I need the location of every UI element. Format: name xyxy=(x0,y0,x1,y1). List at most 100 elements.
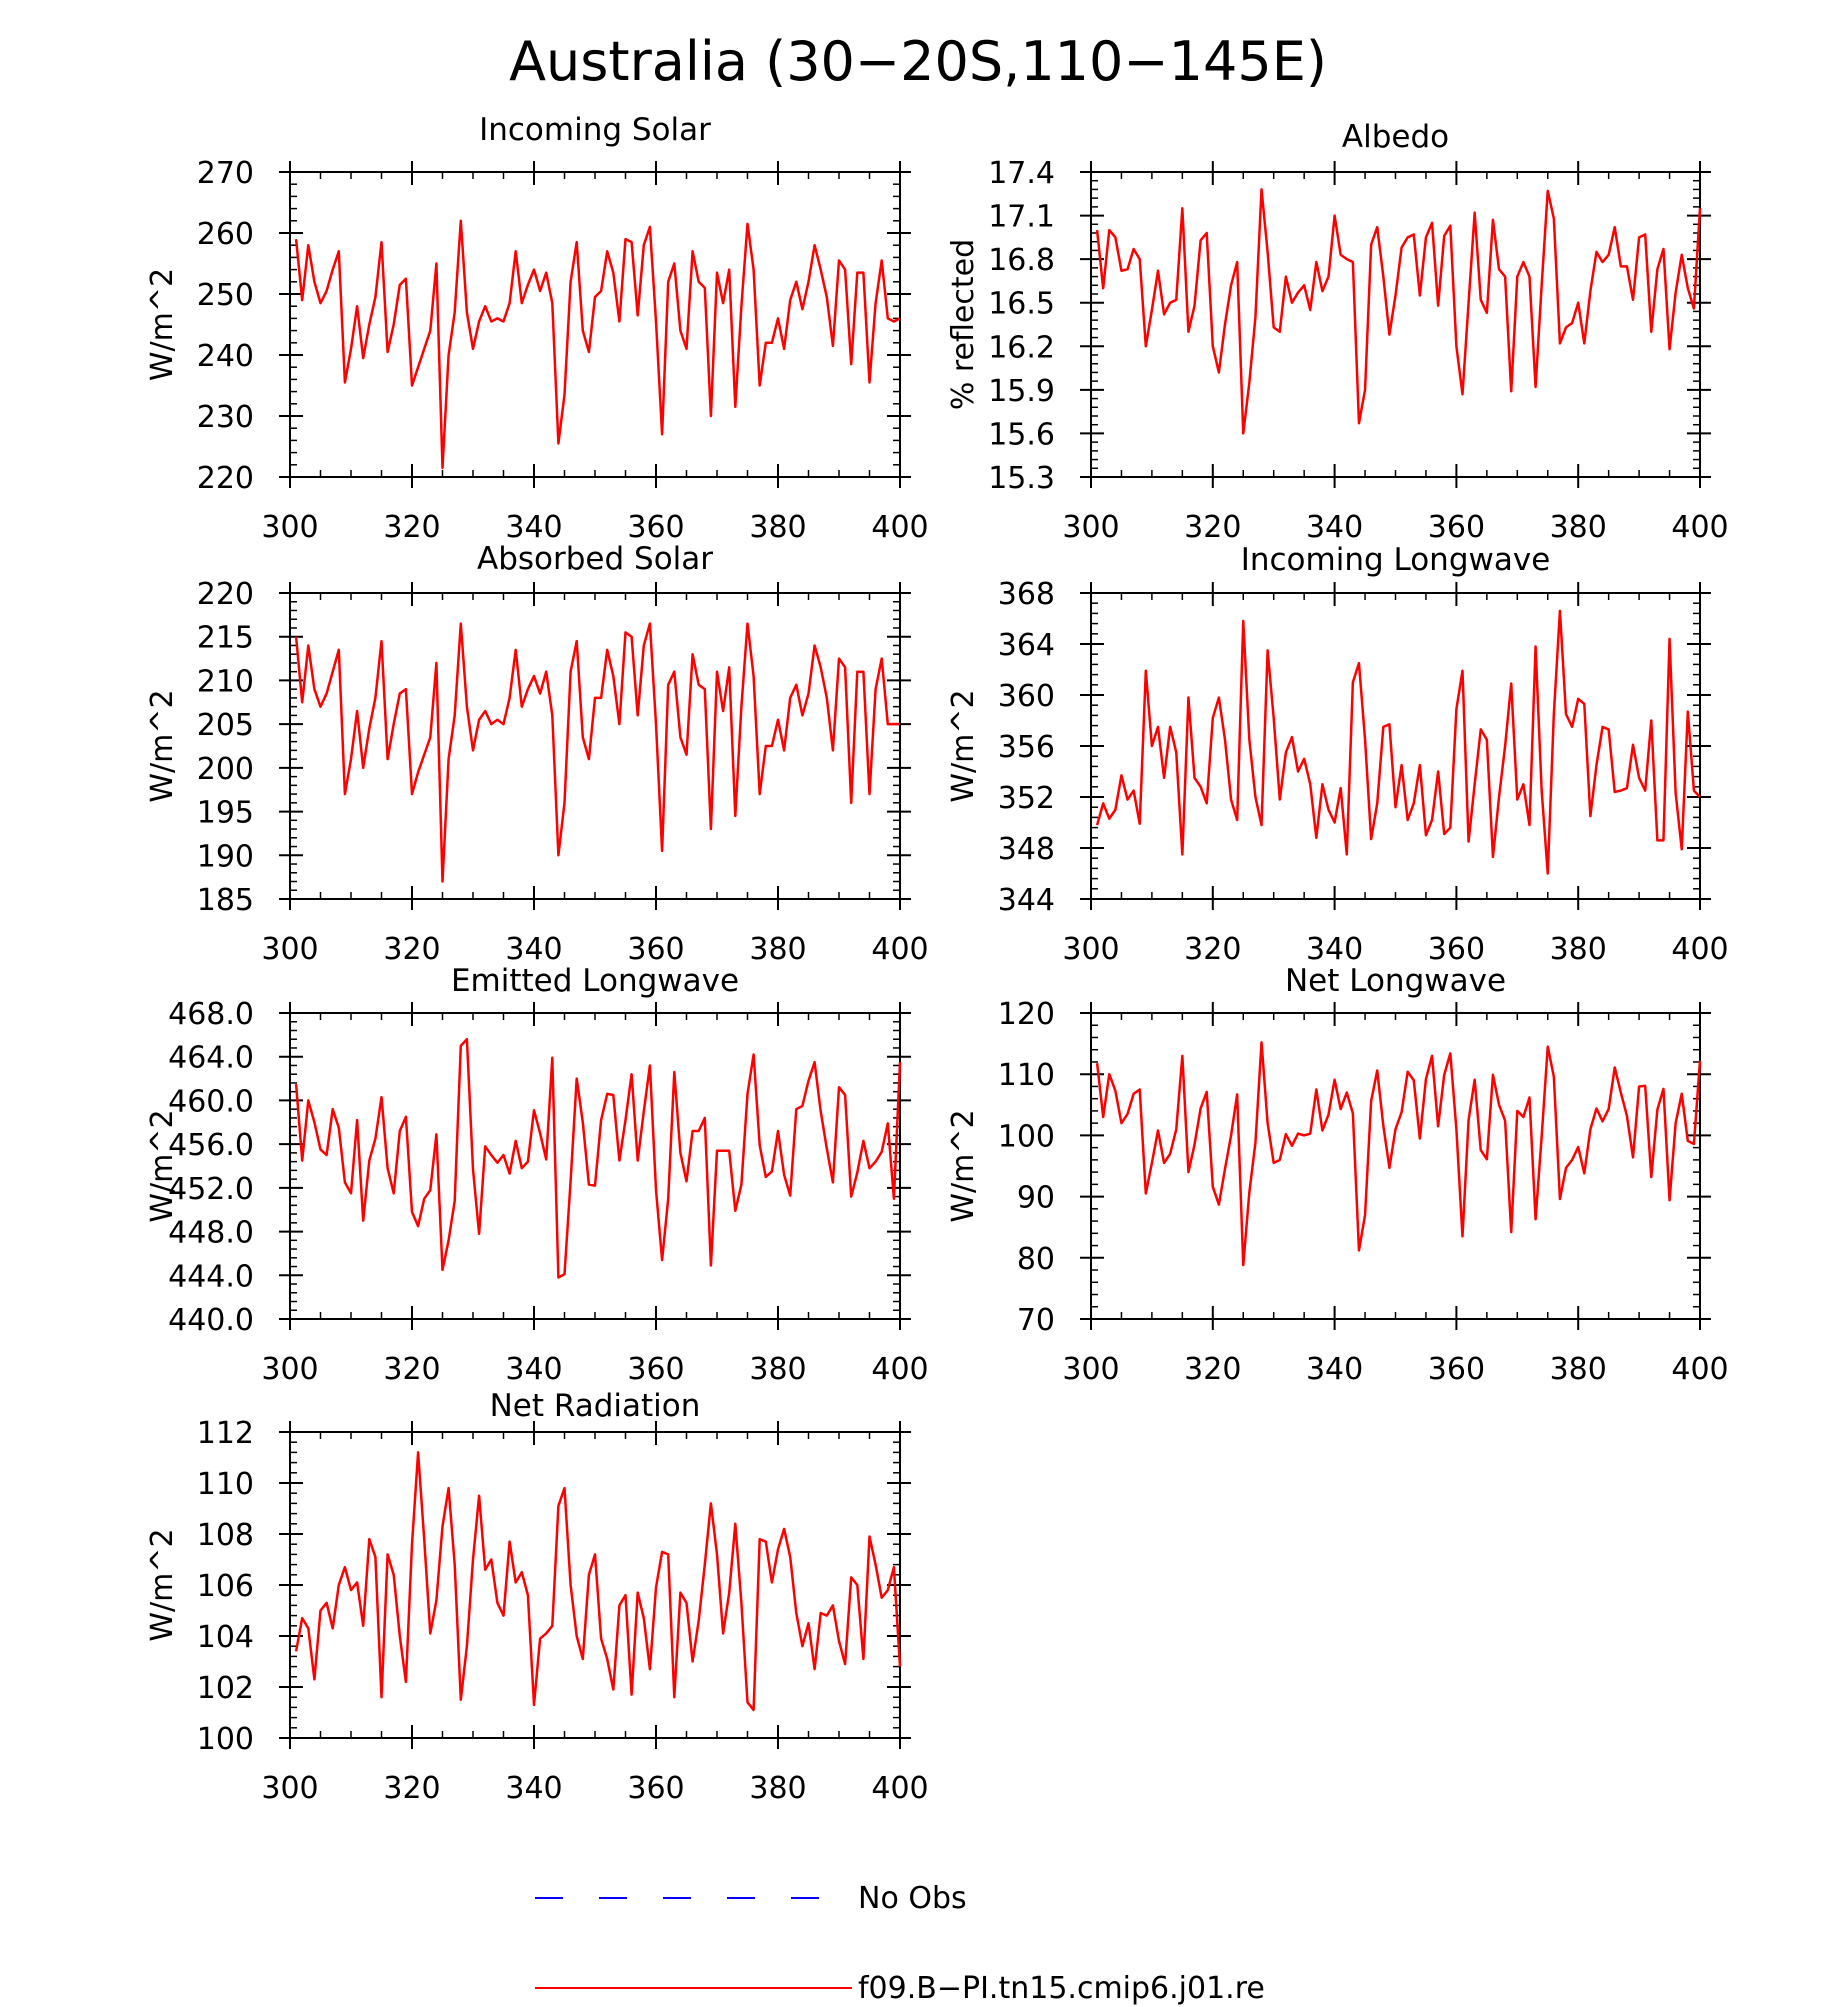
legend-label-no-obs: No Obs xyxy=(858,1881,967,1916)
incoming-solar-x-tick-label: 380 xyxy=(749,510,806,545)
absorbed-solar-y-tick-label: 210 xyxy=(197,664,254,699)
albedo-x-tick-label: 300 xyxy=(1062,510,1119,545)
emitted-longwave-x-tick-label: 360 xyxy=(627,1352,684,1387)
incoming-longwave-y-tick-label: 356 xyxy=(998,730,1055,765)
net-radiation-x-tick-label: 360 xyxy=(627,1771,684,1806)
absorbed-solar-x-tick-label: 300 xyxy=(261,932,318,967)
albedo-y-tick-label: 16.8 xyxy=(988,243,1055,278)
incoming-solar-title: Incoming Solar xyxy=(479,112,711,148)
net-longwave-y-tick-label: 100 xyxy=(998,1119,1055,1154)
absorbed-solar-y-tick-label: 190 xyxy=(197,839,254,874)
net-longwave-x-tick-label: 400 xyxy=(1671,1352,1728,1387)
albedo-y-tick-label: 15.3 xyxy=(988,461,1055,496)
emitted-longwave-y-tick-label: 456.0 xyxy=(168,1128,254,1163)
absorbed-solar-title: Absorbed Solar xyxy=(477,541,713,577)
net-longwave-x-tick-label: 360 xyxy=(1428,1352,1485,1387)
net-longwave-x-tick-label: 340 xyxy=(1306,1352,1363,1387)
net-radiation-x-tick-label: 400 xyxy=(871,1771,928,1806)
emitted-longwave-y-tick-label: 460.0 xyxy=(168,1084,254,1119)
absorbed-solar-x-tick-label: 380 xyxy=(749,932,806,967)
net-radiation-title: Net Radiation xyxy=(490,1388,701,1424)
albedo-y-tick-label: 17.1 xyxy=(988,200,1055,235)
legend: No Obs f09.B−PI.tn15.cmip6.j01.re xyxy=(535,1881,1265,2006)
net-radiation-y-tick-label: 106 xyxy=(197,1569,254,1604)
net-longwave-y-tick-label: 70 xyxy=(1017,1303,1055,1338)
net-longwave-y-axis-label: W/m^2 xyxy=(946,1109,981,1222)
absorbed-solar-y-tick-label: 185 xyxy=(197,883,254,918)
albedo-y-tick-label: 15.9 xyxy=(988,374,1055,409)
incoming-longwave-y-tick-label: 368 xyxy=(998,577,1055,612)
incoming-longwave-y-tick-label: 352 xyxy=(998,781,1055,816)
incoming-solar-x-tick-label: 340 xyxy=(505,510,562,545)
incoming-longwave-title: Incoming Longwave xyxy=(1241,542,1551,578)
absorbed-solar-y-tick-label: 220 xyxy=(197,577,254,612)
incoming-longwave-y-tick-label: 344 xyxy=(998,883,1055,918)
emitted-longwave-x-tick-label: 400 xyxy=(871,1352,928,1387)
net-longwave-y-tick-label: 80 xyxy=(1017,1242,1055,1277)
panel-net-radiation: 100 102 104 106 108 110 112 300 320 340 360 380 400 N… xyxy=(145,1388,929,1806)
emitted-longwave-y-tick-label: 444.0 xyxy=(168,1259,254,1294)
incoming-longwave-y-tick-label: 360 xyxy=(998,679,1055,714)
incoming-longwave-y-tick-label: 348 xyxy=(998,832,1055,867)
net-longwave-x-tick-label: 300 xyxy=(1062,1352,1119,1387)
albedo-y-axis-label: % reflected xyxy=(946,239,981,410)
absorbed-solar-x-tick-label: 360 xyxy=(627,932,684,967)
absorbed-solar-series-line xyxy=(294,622,900,883)
panel-incoming-solar: 220 230 240 250 260 270 300 320 340 360 380 400 Inco… xyxy=(145,112,929,545)
incoming-solar-y-tick-label: 240 xyxy=(197,339,254,374)
net-radiation-y-tick-label: 110 xyxy=(197,1467,254,1502)
incoming-solar-y-axis-label: W/m^2 xyxy=(145,268,180,381)
emitted-longwave-y-tick-label: 440.0 xyxy=(168,1303,254,1338)
incoming-solar-series-line xyxy=(294,219,901,470)
absorbed-solar-y-tick-label: 200 xyxy=(197,752,254,787)
incoming-longwave-y-tick-label: 364 xyxy=(998,628,1055,663)
incoming-longwave-x-tick-label: 360 xyxy=(1428,932,1485,967)
net-longwave-series-line xyxy=(1095,1041,1702,1267)
panel-absorbed-solar: 185 190 195 200 205 210 215 220 300 320 340 360 380 4… xyxy=(145,541,929,967)
incoming-solar-y-tick-label: 270 xyxy=(197,156,254,191)
incoming-solar-y-tick-label: 260 xyxy=(197,217,254,252)
incoming-solar-y-tick-label: 250 xyxy=(197,278,254,313)
incoming-solar-x-tick-label: 300 xyxy=(261,510,318,545)
net-longwave-y-tick-label: 90 xyxy=(1017,1181,1055,1216)
incoming-longwave-x-tick-label: 380 xyxy=(1550,932,1607,967)
panel-emitted-longwave: 440.0 444.0 448.0 452.0 456.0 460.0 464.0 468.0… xyxy=(145,963,929,1387)
figure-title: Australia (30−20S,110−145E) xyxy=(509,30,1327,93)
emitted-longwave-y-tick-label: 452.0 xyxy=(168,1172,254,1207)
emitted-longwave-y-tick-label: 468.0 xyxy=(168,997,254,1032)
absorbed-solar-y-tick-label: 205 xyxy=(197,708,254,743)
absorbed-solar-y-tick-label: 195 xyxy=(197,796,254,831)
incoming-longwave-x-tick-label: 300 xyxy=(1062,932,1119,967)
incoming-longwave-y-axis-label: W/m^2 xyxy=(946,689,981,802)
incoming-solar-x-tick-label: 400 xyxy=(871,510,928,545)
incoming-solar-x-tick-label: 320 xyxy=(383,510,440,545)
emitted-longwave-y-tick-label: 464.0 xyxy=(168,1041,254,1076)
incoming-solar-plot-frame xyxy=(289,171,901,478)
emitted-longwave-x-tick-label: 340 xyxy=(505,1352,562,1387)
net-radiation-y-axis-label: W/m^2 xyxy=(145,1528,180,1641)
net-longwave-title: Net Longwave xyxy=(1285,963,1506,999)
net-radiation-x-tick-label: 300 xyxy=(261,1771,318,1806)
incoming-solar-y-tick-label: 220 xyxy=(197,461,254,496)
albedo-series-line xyxy=(1095,188,1702,435)
emitted-longwave-plot-frame xyxy=(289,1012,901,1320)
absorbed-solar-x-tick-label: 320 xyxy=(383,932,440,967)
albedo-y-tick-label: 17.4 xyxy=(988,156,1055,191)
albedo-x-tick-label: 400 xyxy=(1671,510,1728,545)
albedo-x-tick-label: 340 xyxy=(1306,510,1363,545)
incoming-longwave-x-tick-label: 400 xyxy=(1671,932,1728,967)
emitted-longwave-series-line xyxy=(294,1037,902,1279)
net-radiation-y-tick-label: 108 xyxy=(197,1518,254,1553)
net-radiation-x-tick-label: 380 xyxy=(749,1771,806,1806)
absorbed-solar-y-axis-label: W/m^2 xyxy=(145,689,180,802)
legend-label-model: f09.B−PI.tn15.cmip6.j01.re xyxy=(858,1971,1265,2006)
albedo-x-tick-label: 380 xyxy=(1550,510,1607,545)
incoming-longwave-series-line xyxy=(1095,609,1701,875)
albedo-x-tick-label: 320 xyxy=(1184,510,1241,545)
net-radiation-y-tick-label: 104 xyxy=(197,1620,254,1655)
panel-net-longwave: 70 80 90 100 110 120 300 320 340 360 380 400 Net Lon… xyxy=(946,963,1729,1387)
albedo-y-tick-label: 16.2 xyxy=(988,330,1055,365)
panel-albedo: 15.3 15.6 15.9 16.2 16.5 16.8 17.1 17.4 300 320 34… xyxy=(946,119,1729,545)
net-radiation-y-tick-label: 100 xyxy=(197,1722,254,1757)
